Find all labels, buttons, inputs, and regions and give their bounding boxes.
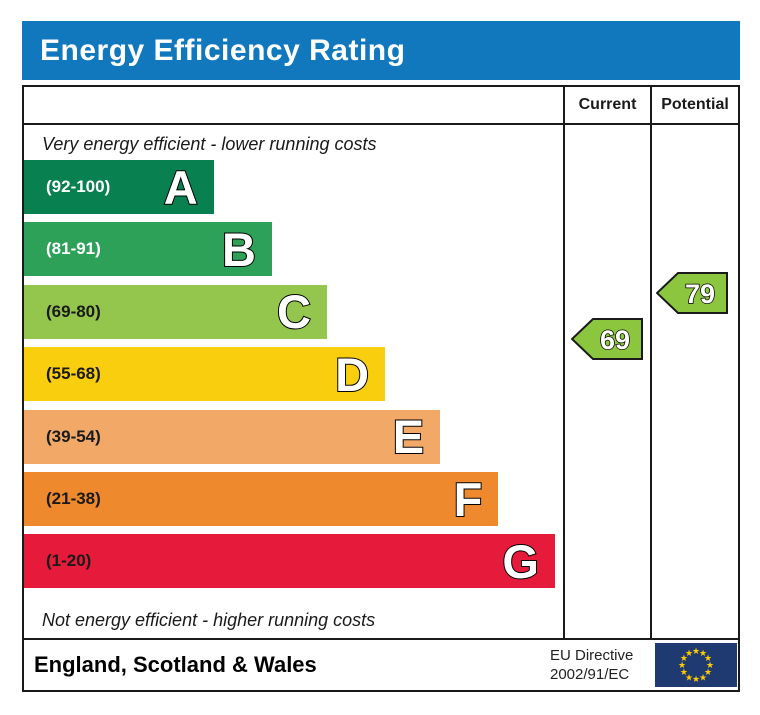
eu-flag-star: ★: [680, 667, 688, 677]
eu-flag-star: ★: [699, 648, 707, 658]
potential-value-cell: 79: [650, 125, 738, 638]
title-banner: Energy Efficiency Rating: [22, 21, 740, 80]
eu-flag-star: ★: [678, 660, 686, 670]
current-arrow-shape: [571, 318, 643, 360]
eu-flag-star: ★: [685, 648, 693, 658]
eu-flag-star: ★: [704, 667, 712, 677]
footer-row: England, Scotland & Wales EU Directive 2…: [24, 638, 738, 690]
band-G: (1-20) G: [24, 534, 555, 589]
band-D: (55-68) D: [24, 347, 386, 402]
band-A: (92-100) A: [24, 160, 214, 214]
eu-flag-star: ★: [680, 653, 688, 663]
eu-directive-line2: 2002/91/EC: [550, 666, 630, 683]
header-spacer: [24, 87, 563, 123]
potential-arrow-shape: [656, 272, 728, 314]
page-title: Energy Efficiency Rating: [40, 33, 406, 67]
region-label: England, Scotland & Wales: [34, 652, 317, 677]
band-C-letter: C: [276, 285, 312, 339]
band-E-letter: E: [392, 410, 425, 464]
eu-directive-line1: EU Directive: [550, 647, 634, 664]
eu-flag-field: [655, 643, 737, 687]
eu-flag-star: ★: [704, 653, 712, 663]
band-D-range: (55-68): [46, 364, 101, 384]
band-F: (21-38) F: [24, 472, 499, 526]
eu-directive-label: EU Directive 2002/91/EC: [550, 646, 633, 684]
bands-area: Very energy efficient - lower running co…: [24, 125, 563, 638]
potential-rating-value: 79: [685, 279, 715, 309]
current-column-header: Current: [563, 87, 650, 123]
band-F-letter: F: [453, 472, 484, 526]
band-C: (69-80) C: [24, 284, 327, 339]
band-G-letter: G: [501, 534, 540, 588]
top-note: Very energy efficient - lower running co…: [42, 134, 377, 154]
band-G-range: (1-20): [46, 551, 92, 571]
epc-chart: Current Potential Very energy efficient …: [22, 85, 740, 692]
current-rating-value: 69: [600, 325, 630, 355]
eu-flag-star: ★: [692, 674, 700, 684]
band-A-letter: A: [163, 160, 199, 214]
bottom-note: Not energy efficient - higher running co…: [42, 610, 376, 630]
header-row: Current Potential: [24, 87, 738, 125]
current-value-cell: 69: [563, 125, 650, 638]
potential-rating-arrow: 79: [656, 272, 728, 314]
band-C-range: (69-80): [46, 301, 101, 321]
band-A-range: (92-100): [46, 177, 111, 196]
band-D-letter: D: [334, 347, 370, 401]
band-E-range: (39-54): [46, 426, 101, 446]
eu-flag-star: ★: [685, 672, 693, 682]
band-B: (81-91) B: [24, 222, 272, 277]
potential-column-header: Potential: [650, 87, 738, 123]
eu-flag-star: ★: [706, 660, 714, 670]
eu-flag-icon: ★★★★★★★★★★★★: [655, 643, 737, 687]
band-E: (39-54) E: [24, 409, 441, 464]
current-rating-arrow: 69: [571, 318, 643, 360]
eu-flag-star: ★: [692, 646, 700, 656]
band-B-range: (81-91): [46, 239, 101, 259]
chart-body: Very energy efficient - lower running co…: [24, 125, 738, 638]
band-F-range: (21-38): [46, 489, 101, 508]
eu-flag-star: ★: [699, 672, 707, 682]
band-B-letter: B: [221, 222, 257, 276]
